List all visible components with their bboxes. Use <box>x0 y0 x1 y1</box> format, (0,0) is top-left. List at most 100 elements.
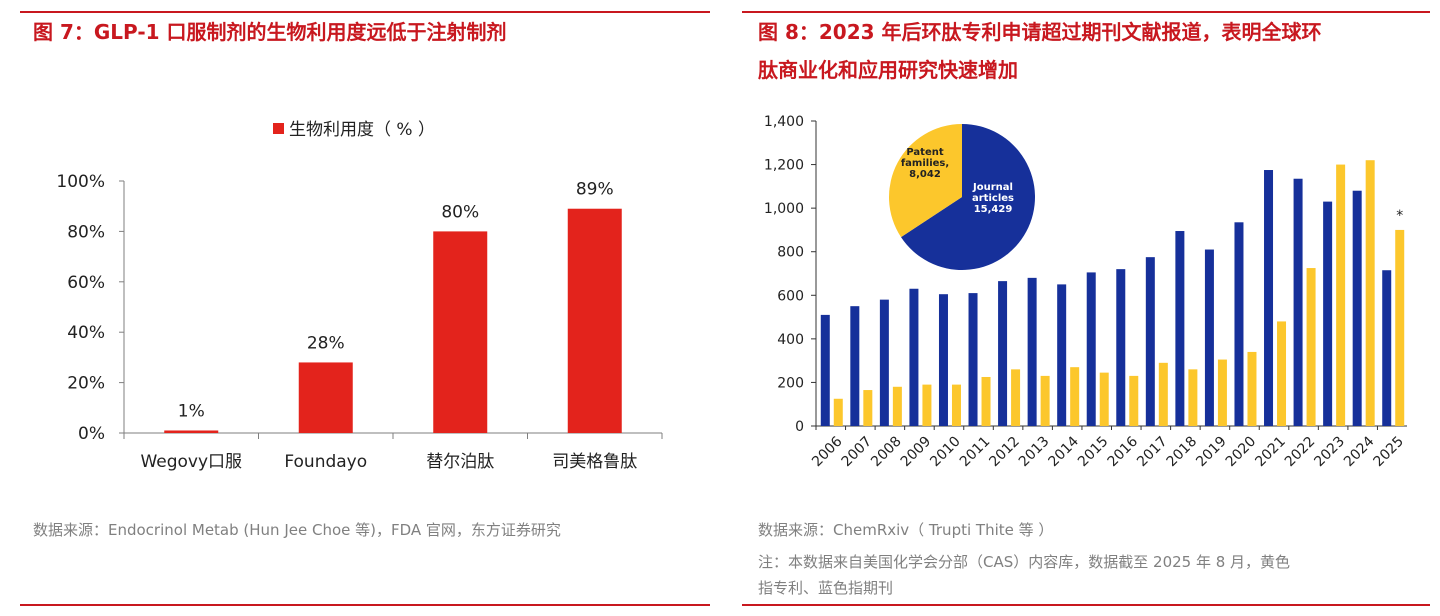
x-tick-label: 2024 <box>1341 433 1378 470</box>
patent-bar <box>1011 369 1021 426</box>
pie-label: 8,042 <box>909 169 941 180</box>
journal-bar <box>1323 201 1333 426</box>
journal-bar <box>938 294 948 426</box>
x-tick-label: 2021 <box>1252 434 1289 471</box>
x-tick-label: 2016 <box>1105 433 1142 470</box>
category-label: 替尔泊肽 <box>426 452 494 472</box>
data-label: 28% <box>307 333 345 353</box>
y-tick-label: 0% <box>78 424 105 444</box>
journal-bar <box>1352 190 1362 426</box>
patent-bar <box>1336 164 1346 427</box>
figure-8-note-line2: 指专利、蓝色指期刊 <box>758 579 894 597</box>
x-tick-label: 2006 <box>809 433 846 470</box>
journal-bar <box>1382 270 1392 426</box>
pie-slice-patent <box>889 124 962 238</box>
patent-bar <box>1129 375 1139 426</box>
right-figure-panel: 图 8：2023 年后环肽专利申请超过期刊文献报道，表明全球环 肽商业化和应用研… <box>735 0 1440 616</box>
x-tick-label: 2023 <box>1311 434 1348 471</box>
legend-label: 生物利用度（ % ） <box>289 120 435 140</box>
x-tick-label: 2019 <box>1193 434 1230 471</box>
patent-bar <box>1395 229 1405 426</box>
bar <box>298 362 353 433</box>
journal-bar <box>1116 269 1126 426</box>
journal-bar <box>1057 284 1067 426</box>
patent-bar <box>1070 367 1080 426</box>
journal-bar <box>1264 170 1274 426</box>
category-label: Foundayo <box>284 452 367 472</box>
figure-8-source: 数据来源：ChemRxiv（ Trupti Thite 等 ） <box>758 521 1054 539</box>
journal-bar <box>909 288 919 426</box>
legend-swatch <box>273 123 284 134</box>
x-tick-label: 2009 <box>898 434 935 471</box>
figure-8-note-line1: 注：本数据来自美国化学会分部（CAS）内容库，数据截至 2025 年 8 月，黄… <box>758 553 1291 571</box>
y-tick-label: 0 <box>795 419 804 435</box>
left-figure-panel: 图 7：GLP-1 口服制剂的生物利用度远低于注射制剂 生物利用度（ % ） 0%… <box>20 11 710 606</box>
pie-label: Journal <box>972 182 1013 193</box>
journal-bar <box>1293 178 1303 426</box>
y-tick-label: 60% <box>67 273 105 293</box>
x-tick-label: 2007 <box>839 434 876 471</box>
figure-8-title-line1: 图 8：2023 年后环肽专利申请超过期刊文献报道，表明全球环 <box>758 20 1322 44</box>
patent-bar <box>892 386 902 426</box>
patent-bar <box>1099 372 1109 426</box>
x-tick-label: 2008 <box>868 434 905 471</box>
journal-bar <box>1175 231 1185 426</box>
y-tick-label: 100% <box>56 172 105 192</box>
y-tick-label: 800 <box>777 245 804 261</box>
x-tick-label: 2025 <box>1371 434 1408 471</box>
figure-8-title-line2: 肽商业化和应用研究快速增加 <box>758 58 1018 82</box>
pie-label: Patent <box>906 147 943 158</box>
y-tick-label: 1,200 <box>764 158 804 174</box>
y-tick-label: 80% <box>67 222 105 242</box>
y-tick-label: 1,000 <box>764 201 804 217</box>
patent-bar <box>1306 268 1316 426</box>
patent-bar <box>1277 321 1287 426</box>
pie-slice-journal <box>901 124 1035 270</box>
x-tick-label: 2010 <box>927 434 964 471</box>
journal-bar <box>1145 257 1155 426</box>
journal-bar <box>820 314 830 426</box>
bottom-rule <box>20 604 710 606</box>
asterisk-annotation: * <box>1396 208 1403 224</box>
bottom-rule <box>742 604 1430 606</box>
category-label: 司美格鲁肽 <box>552 452 637 472</box>
journal-bar <box>1086 272 1096 426</box>
x-tick-label: 2022 <box>1282 434 1319 471</box>
y-tick-label: 40% <box>67 323 105 343</box>
x-tick-label: 2011 <box>957 434 994 471</box>
figure-7-title: 图 7：GLP-1 口服制剂的生物利用度远低于注射制剂 <box>33 20 507 44</box>
bar <box>567 208 622 433</box>
patent-bar <box>1188 369 1198 426</box>
journal-bar <box>968 293 978 426</box>
patent-bar <box>922 384 932 426</box>
pie-label: articles <box>972 193 1014 204</box>
patent-bar <box>951 384 961 426</box>
patent-bar <box>833 398 843 426</box>
y-tick-label: 1,400 <box>764 114 804 130</box>
patent-bar <box>1217 359 1227 426</box>
patent-bar <box>1040 375 1050 426</box>
pie-label: families, <box>901 158 949 169</box>
bioavailability-bar-chart: 生物利用度（ % ） 0% 20% 40% 60% 80% 100% 1% Wegovy口服 28… <box>56 120 663 472</box>
patent-bar <box>1158 362 1168 426</box>
x-tick-label: 2020 <box>1223 434 1260 471</box>
patent-bar <box>863 390 873 426</box>
data-label: 80% <box>441 202 479 222</box>
pie-label: 15,429 <box>974 204 1013 215</box>
patent-bar <box>1365 160 1375 426</box>
x-tick-label: 2014 <box>1045 433 1082 470</box>
x-tick-label: 2015 <box>1075 434 1112 471</box>
figure-7-source: 数据来源：Endocrinol Metab (Hun Jee Choe 等)，F… <box>33 521 561 539</box>
journal-bar <box>879 299 889 426</box>
top-rule <box>742 11 1430 13</box>
y-tick-label: 20% <box>67 374 105 394</box>
y-tick-label: 200 <box>777 375 804 391</box>
top-rule <box>20 11 710 13</box>
journal-bar <box>1027 277 1037 426</box>
x-tick-label: 2013 <box>1016 434 1053 471</box>
y-tick-label: 600 <box>777 288 804 304</box>
data-label: 1% <box>178 401 205 421</box>
journal-bar <box>1234 222 1244 426</box>
x-tick-label: 2017 <box>1134 434 1171 471</box>
journal-bar <box>1204 249 1214 426</box>
